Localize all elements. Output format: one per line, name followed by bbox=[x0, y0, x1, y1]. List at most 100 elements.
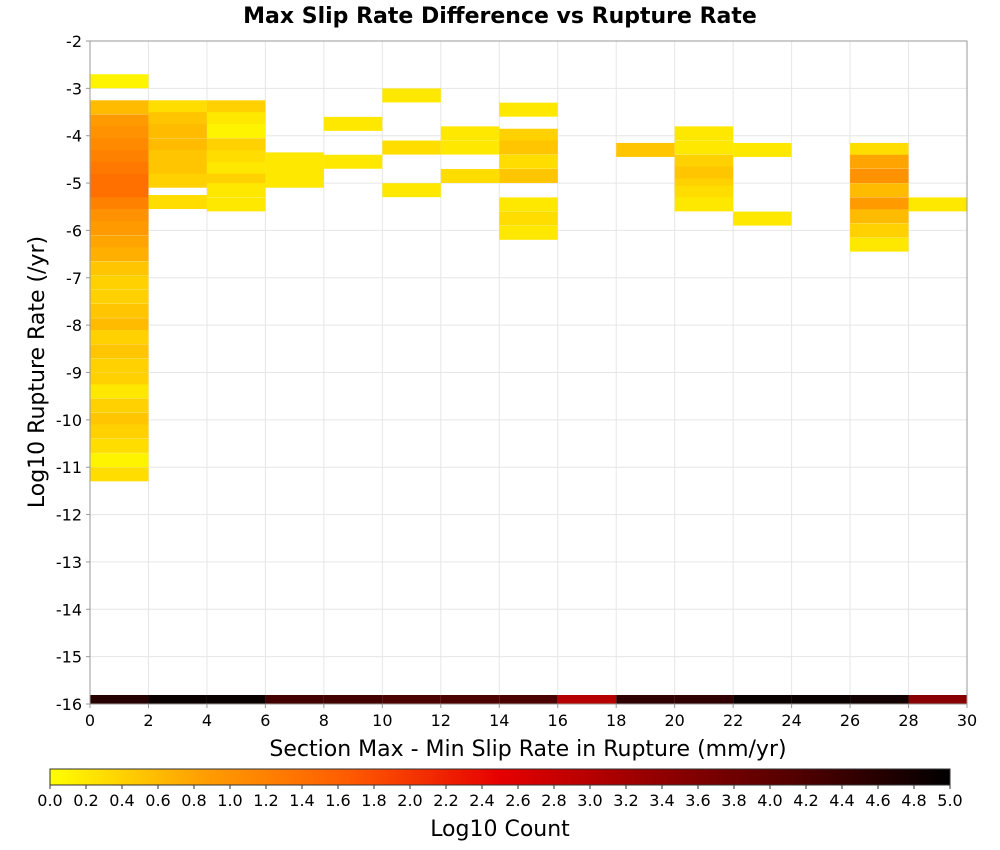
y-tick-label: -16 bbox=[56, 695, 82, 714]
heatmap-cell bbox=[850, 142, 909, 157]
heatmap-cell bbox=[499, 128, 558, 143]
x-tick-label: 8 bbox=[319, 711, 329, 730]
heatmap-cell bbox=[440, 168, 500, 183]
heatmap-cell bbox=[90, 467, 149, 482]
y-tick-label: -3 bbox=[66, 79, 82, 98]
x-tick-label: 10 bbox=[372, 711, 392, 730]
x-tick-label: 2 bbox=[143, 711, 153, 730]
heatmap-cell bbox=[90, 275, 149, 290]
x-tick-label: 26 bbox=[840, 711, 860, 730]
heatmap-cell bbox=[148, 161, 207, 176]
colorbar-tick-label: 3.0 bbox=[577, 791, 602, 810]
colorbar-tick-label: 4.0 bbox=[757, 791, 782, 810]
colorbar-tick-label: 3.2 bbox=[613, 791, 638, 810]
heatmap-cell bbox=[674, 154, 734, 169]
heatmap-cell bbox=[148, 138, 207, 153]
x-tick-label: 18 bbox=[606, 711, 626, 730]
heatmap-cell bbox=[499, 140, 558, 155]
colorbar-tick-label: 3.8 bbox=[721, 791, 746, 810]
y-tick-label: -6 bbox=[66, 221, 82, 240]
heatmap-cell-bottom bbox=[90, 695, 149, 704]
colorbar-tick-label: 4.4 bbox=[829, 791, 854, 810]
y-tick-label: -4 bbox=[66, 127, 82, 146]
x-tick-label: 12 bbox=[431, 711, 451, 730]
heatmap-cell bbox=[206, 123, 266, 138]
heatmap-cell bbox=[148, 195, 207, 210]
y-tick-label: -8 bbox=[66, 316, 82, 335]
heatmap-cell bbox=[148, 100, 207, 115]
heatmap-cell bbox=[265, 173, 324, 188]
colorbar-tick-label: 1.8 bbox=[361, 791, 386, 810]
x-tick-label: 14 bbox=[489, 711, 509, 730]
heatmap-cells bbox=[90, 74, 967, 704]
colorbar-tick-label: 4.8 bbox=[901, 791, 926, 810]
heatmap-cell bbox=[90, 384, 149, 399]
y-tick-label: -13 bbox=[56, 553, 82, 572]
colorbar-tick-label: 2.4 bbox=[469, 791, 494, 810]
x-tick-label: 6 bbox=[260, 711, 270, 730]
x-tick-label: 30 bbox=[957, 711, 977, 730]
heatmap-cell bbox=[90, 150, 149, 165]
y-tick-label: -9 bbox=[66, 364, 82, 383]
heatmap-cell bbox=[850, 168, 909, 183]
heatmap-cell bbox=[90, 398, 149, 413]
y-tick-label: -10 bbox=[56, 411, 82, 430]
colorbar-tick-label: 1.2 bbox=[253, 791, 278, 810]
heatmap-cell bbox=[674, 140, 734, 155]
heatmap-cell bbox=[148, 112, 207, 127]
heatmap-cell bbox=[674, 197, 734, 212]
colorbar-tick-label: 4.2 bbox=[793, 791, 818, 810]
heatmap-cell-bottom bbox=[323, 695, 383, 704]
x-tick-label: 24 bbox=[781, 711, 801, 730]
heatmap-cell bbox=[323, 154, 383, 169]
heatmap-cell-bottom bbox=[440, 695, 500, 704]
heatmap-cell bbox=[850, 197, 909, 212]
x-axis-label: Section Max - Min Slip Rate in Rupture (… bbox=[269, 737, 786, 762]
colorbar-tick-label: 3.4 bbox=[649, 791, 674, 810]
x-tick-label: 20 bbox=[664, 711, 684, 730]
heatmap-cell bbox=[90, 173, 149, 188]
heatmap-cell bbox=[90, 161, 149, 176]
heatmap-cell bbox=[674, 185, 734, 200]
heatmap-cell bbox=[90, 209, 149, 224]
heatmap-cell bbox=[206, 100, 266, 115]
colorbar-tick-label: 0.6 bbox=[145, 791, 170, 810]
colorbar-tick-label: 2.6 bbox=[505, 791, 530, 810]
heatmap-cell bbox=[733, 142, 792, 157]
heatmap-cell bbox=[382, 183, 441, 198]
heatmap-cell bbox=[206, 112, 266, 127]
heatmap-cell bbox=[440, 126, 500, 141]
heatmap-cell-bottom bbox=[382, 695, 441, 704]
colorbar-tick-label: 1.6 bbox=[325, 791, 350, 810]
heatmap-cell-bottom bbox=[265, 695, 324, 704]
heatmap-cell bbox=[90, 289, 149, 304]
heatmap-cell-bottom bbox=[148, 695, 207, 704]
colorbar-tick-label: 0.4 bbox=[109, 791, 134, 810]
heatmap-cell-bottom bbox=[499, 695, 558, 704]
x-axis-ticks: 0 2 4 6 8 10 12 14 16 18 20 22 24 26 28 30 bbox=[85, 704, 977, 730]
heatmap-cell bbox=[90, 185, 149, 200]
colorbar-tick-label: 4.6 bbox=[865, 791, 890, 810]
heatmap-cell bbox=[90, 114, 149, 129]
heatmap-cell bbox=[499, 154, 558, 169]
y-axis-label: Log10 Rupture Rate (/yr) bbox=[25, 236, 50, 508]
heatmap-cell bbox=[90, 247, 149, 262]
heatmap-cell bbox=[90, 197, 149, 212]
y-tick-label: -2 bbox=[66, 32, 82, 51]
heatmap-cell bbox=[90, 235, 149, 250]
heatmap-cell bbox=[90, 412, 149, 427]
heatmap-cell bbox=[323, 116, 383, 131]
chart-title: Max Slip Rate Difference vs Rupture Rate bbox=[243, 4, 757, 29]
colorbar-tick-label: 2.8 bbox=[541, 791, 566, 810]
heatmap-cell bbox=[850, 183, 909, 198]
y-tick-label: -7 bbox=[66, 269, 82, 288]
colorbar-tick-label: 1.4 bbox=[289, 791, 314, 810]
heatmap-cell bbox=[499, 197, 558, 212]
colorbar bbox=[49, 768, 951, 786]
heatmap-cell-bottom bbox=[908, 695, 967, 704]
colorbar-tick-label: 1.0 bbox=[217, 791, 242, 810]
x-tick-label: 22 bbox=[723, 711, 743, 730]
heatmap-cell-bottom bbox=[616, 695, 675, 704]
colorbar-tick-label: 5.0 bbox=[937, 791, 962, 810]
heatmap-cell-bottom bbox=[557, 695, 617, 704]
